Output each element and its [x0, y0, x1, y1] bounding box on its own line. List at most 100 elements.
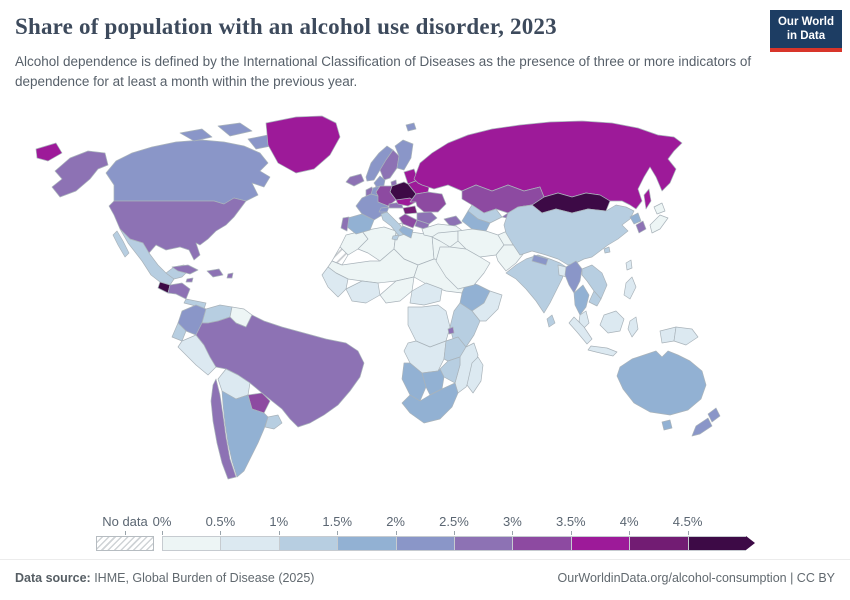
region-madagascar[interactable] [466, 356, 484, 394]
legend-no-data-swatch[interactable] [96, 536, 154, 551]
region-australia[interactable] [616, 350, 707, 416]
region-sweden[interactable] [379, 149, 400, 181]
region-west-papua[interactable] [659, 326, 677, 344]
region-thailand[interactable] [573, 284, 590, 316]
legend-tick [512, 531, 514, 535]
legend-tick-label: 3% [502, 514, 522, 529]
region-somalia[interactable] [471, 290, 503, 322]
owid-logo[interactable]: Our World in Data [769, 10, 842, 52]
legend-tick [220, 531, 222, 535]
region-romania[interactable] [416, 211, 438, 225]
region-china[interactable] [503, 204, 635, 266]
region-sri-lanka[interactable] [546, 314, 556, 328]
region-canada-arctic-islands[interactable] [179, 128, 213, 142]
chart-subtitle: Alcohol dependence is defined by the Int… [15, 54, 752, 89]
region-cuba[interactable] [171, 264, 199, 275]
legend-tick-label: 1% [269, 514, 289, 529]
region-angola[interactable] [403, 340, 447, 374]
region-finland[interactable] [394, 139, 414, 171]
legend-no-data-label: No data [102, 514, 148, 529]
region-balkans[interactable] [398, 213, 418, 229]
chart-footer: Data source: IHME, Global Burden of Dise… [0, 559, 850, 585]
legend-bin[interactable] [395, 536, 454, 551]
region-iceland[interactable] [345, 173, 365, 187]
region-borneo[interactable] [599, 310, 625, 334]
legend-bin[interactable] [629, 536, 688, 551]
region-rwanda-burundi[interactable] [447, 326, 455, 335]
region-jamaica[interactable] [185, 277, 194, 283]
legend-bin[interactable] [687, 536, 746, 551]
region-north-korea[interactable] [629, 212, 642, 225]
legend-bin[interactable] [453, 536, 513, 551]
legend-tick-label: 0.5% [205, 514, 236, 529]
region-philippines[interactable] [623, 276, 637, 300]
region-honduras-nicaragua[interactable] [167, 282, 191, 300]
region-hainan[interactable] [603, 246, 611, 254]
region-hispaniola[interactable] [206, 268, 224, 278]
region-sakhalin[interactable] [643, 188, 652, 210]
region-taiwan[interactable] [625, 259, 633, 271]
owid-logo-line1: Our World [777, 16, 834, 28]
region-papua-new-guinea[interactable] [673, 326, 699, 346]
region-greece[interactable] [398, 225, 414, 239]
region-arabian-peninsula[interactable] [435, 246, 491, 290]
region-tasmania[interactable] [661, 419, 673, 431]
region-argentina[interactable] [221, 390, 269, 478]
region-namibia[interactable] [401, 362, 427, 402]
region-greenland[interactable] [265, 115, 341, 174]
legend-bin[interactable] [278, 536, 338, 551]
region-hungary[interactable] [402, 205, 418, 215]
region-myanmar[interactable] [564, 260, 583, 294]
region-puerto-rico[interactable] [226, 272, 234, 279]
legend-bin[interactable] [220, 536, 279, 551]
legend-tick-label: 4.5% [672, 514, 703, 529]
region-canada[interactable] [105, 139, 271, 205]
region-south-korea[interactable] [635, 220, 647, 234]
region-russia-chukotka[interactable] [35, 142, 63, 162]
region-botswana[interactable] [421, 368, 445, 396]
legend-tick-label: 4% [619, 514, 639, 529]
legend-tick [454, 531, 455, 535]
region-java[interactable] [587, 345, 618, 357]
page-title: Share of population with an alcohol use … [15, 14, 557, 39]
region-chile[interactable] [210, 378, 237, 480]
legend-bin[interactable] [162, 536, 221, 551]
region-portugal[interactable] [340, 216, 350, 232]
region-ghana-ivory-coast[interactable] [345, 280, 381, 304]
region-mexico-baja[interactable] [112, 230, 130, 258]
map-legend: No data 0% 0.5% 1% 1.5% 2% 2.5% 3% 3.5% 4% 4.5% [96, 514, 764, 556]
region-new-zealand-south[interactable] [691, 417, 713, 437]
region-cambodia[interactable] [588, 290, 602, 307]
region-west-africa[interactable] [321, 266, 349, 298]
region-caucasus[interactable] [443, 215, 463, 228]
region-canada-arctic-islands[interactable] [217, 122, 253, 137]
region-sulawesi[interactable] [627, 316, 639, 338]
region-japan-hokkaido[interactable] [653, 202, 666, 215]
region-japan-honshu[interactable] [649, 214, 669, 234]
region-india[interactable] [505, 254, 567, 314]
data-source-value: IHME, Global Burden of Disease (2025) [90, 571, 315, 585]
legend-bin[interactable] [512, 536, 571, 551]
legend-tick-label: 1.5% [322, 514, 353, 529]
region-svalbard[interactable] [405, 122, 417, 132]
legend-tick-label: 0% [152, 514, 172, 529]
region-benelux[interactable] [370, 185, 381, 197]
region-nepal[interactable] [531, 254, 549, 266]
region-south-africa[interactable] [401, 382, 459, 424]
region-usa[interactable] [108, 197, 247, 261]
region-drc[interactable] [407, 304, 451, 348]
credit-link[interactable]: OurWorldinData.org/alcohol-consumption |… [557, 571, 835, 585]
legend-bin[interactable] [337, 536, 396, 551]
legend-bin[interactable] [570, 536, 630, 551]
region-alaska[interactable] [51, 150, 109, 198]
region-czech-slovakia[interactable] [395, 197, 417, 207]
region-sicily[interactable] [391, 234, 400, 241]
region-sumatra[interactable] [568, 316, 593, 345]
legend-tick [570, 531, 572, 535]
data-source-text: Data source: IHME, Global Burden of Dise… [15, 571, 314, 585]
legend-tick-label: 3.5% [555, 514, 586, 529]
region-uruguay[interactable] [264, 414, 283, 430]
region-cameroon-car[interactable] [409, 282, 443, 306]
region-new-zealand-north[interactable] [707, 407, 721, 423]
